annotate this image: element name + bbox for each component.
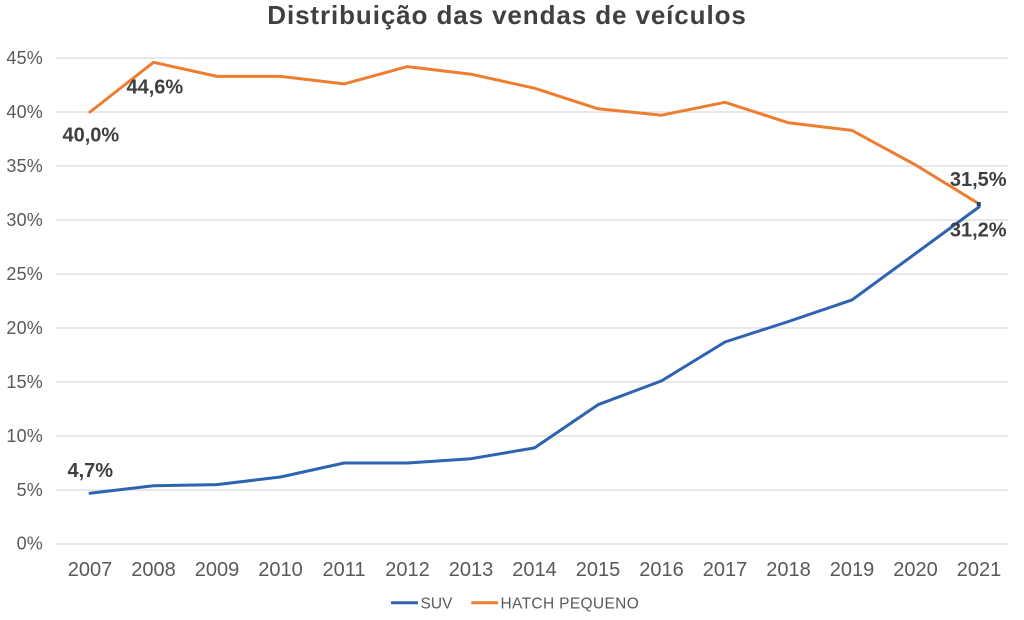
svg-text:5%: 5% — [17, 480, 43, 500]
svg-text:20%: 20% — [6, 318, 43, 338]
svg-text:40%: 40% — [6, 102, 43, 122]
svg-text:45%: 45% — [6, 48, 43, 68]
svg-text:2010: 2010 — [258, 559, 303, 581]
svg-text:2018: 2018 — [766, 559, 811, 581]
svg-text:30%: 30% — [6, 210, 43, 230]
svg-text:2009: 2009 — [195, 559, 240, 581]
svg-text:2007: 2007 — [68, 559, 113, 581]
svg-text:31,5%: 31,5% — [950, 169, 1007, 191]
svg-text:10%: 10% — [6, 426, 43, 446]
svg-text:2012: 2012 — [385, 559, 430, 581]
svg-text:2008: 2008 — [131, 559, 176, 581]
svg-text:2011: 2011 — [322, 559, 365, 581]
svg-text:15%: 15% — [6, 372, 43, 392]
svg-text:2016: 2016 — [639, 559, 684, 581]
svg-text:SUV: SUV — [421, 595, 454, 612]
svg-text:2021: 2021 — [957, 559, 1002, 581]
svg-text:4,7%: 4,7% — [68, 460, 114, 482]
svg-text:2015: 2015 — [576, 559, 621, 581]
svg-text:2017: 2017 — [703, 559, 748, 581]
svg-text:44,6%: 44,6% — [127, 76, 184, 98]
svg-text:2014: 2014 — [512, 559, 557, 581]
svg-text:31,2%: 31,2% — [950, 220, 1007, 242]
svg-text:2020: 2020 — [893, 559, 938, 581]
svg-text:2013: 2013 — [449, 559, 494, 581]
svg-text:0%: 0% — [17, 534, 43, 554]
svg-text:2019: 2019 — [830, 559, 875, 581]
svg-text:35%: 35% — [6, 156, 43, 176]
svg-text:40,0%: 40,0% — [63, 125, 120, 147]
svg-text:HATCH PEQUENO: HATCH PEQUENO — [501, 595, 640, 612]
svg-text:Distribuição das vendas de veí: Distribuição das vendas de veículos — [267, 0, 746, 30]
svg-text:25%: 25% — [6, 264, 43, 284]
